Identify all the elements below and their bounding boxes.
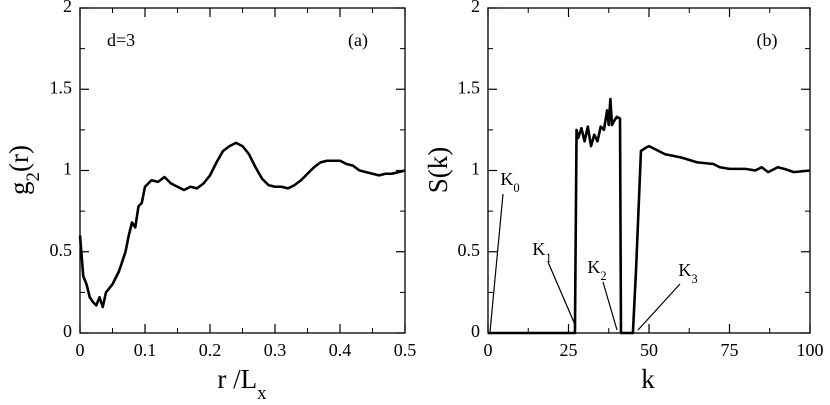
x-tick-label: 0 <box>484 340 493 360</box>
annotation-sub: 3 <box>691 272 697 286</box>
x-tick-label: 50 <box>640 340 658 360</box>
annotation-main: K <box>587 257 600 277</box>
y-tick-label: 2 <box>63 0 72 16</box>
annotation: K0 <box>500 169 519 195</box>
y-axis-label: g2(r) <box>4 145 44 195</box>
annotation-main: d=3 <box>107 30 135 50</box>
y-tick-label: 0 <box>63 321 72 341</box>
y-axis-label-main: S(k) <box>423 147 453 194</box>
pointer-lines <box>489 193 681 333</box>
annotation: d=3 <box>107 30 135 50</box>
y-tick-label: 1 <box>471 159 480 179</box>
x-tick-label: 100 <box>797 340 824 360</box>
x-tick-label: 75 <box>721 340 739 360</box>
pointer-k3 <box>637 283 681 331</box>
data-line <box>78 141 406 309</box>
annotation: (a) <box>348 30 368 51</box>
y-tick-label: 0.5 <box>50 240 73 260</box>
annotation-sub: 2 <box>600 269 606 283</box>
y-tick-label: 1.5 <box>458 77 481 97</box>
y-tick-label: 1 <box>63 159 72 179</box>
plot-frame <box>79 7 406 334</box>
annotation-main: K <box>678 260 691 280</box>
annotation-main: (b) <box>757 30 778 51</box>
pointer-k1 <box>547 261 577 328</box>
x-axis-label-main: k <box>641 364 655 394</box>
x-axis-label-sub: x <box>257 383 267 404</box>
annotation: K3 <box>678 260 697 286</box>
data-line <box>488 97 811 335</box>
annotation: K1 <box>532 239 551 265</box>
x-tick-label: 0 <box>76 340 85 360</box>
x-tick-label: 0.2 <box>199 340 222 360</box>
x-tick-label: 25 <box>560 340 578 360</box>
pointer-k0 <box>489 193 504 333</box>
annotation-sub: 1 <box>545 251 551 265</box>
y-axis-label-sub: 2 <box>23 172 44 181</box>
x-axis-label: r /Lx <box>217 364 267 404</box>
y-axis-label-main: g <box>4 181 34 195</box>
plot-frame <box>487 7 811 334</box>
pointer-k2 <box>602 281 618 331</box>
annotation-sub: 0 <box>513 181 519 195</box>
y-tick-label: 0 <box>471 321 480 341</box>
annotation: K2 <box>587 257 606 283</box>
x-tick-label: 0.5 <box>394 340 417 360</box>
x-axis-label: k <box>641 364 655 394</box>
y-tick-label: 2 <box>471 0 480 16</box>
y-tick-label: 1.5 <box>50 77 73 97</box>
annotation: (b) <box>757 30 778 51</box>
x-axis-label-main: r /L <box>217 364 257 394</box>
x-tick-label: 0.3 <box>264 340 287 360</box>
y-tick-label: 0.5 <box>458 240 481 260</box>
y-axis-label-rest: (r) <box>4 145 34 172</box>
y-axis-label: S(k) <box>423 147 453 194</box>
annotation-main: K <box>500 169 513 189</box>
annotation-main: (a) <box>348 30 368 51</box>
annotation-main: K <box>532 239 545 259</box>
x-tick-label: 0.1 <box>134 340 157 360</box>
x-tick-label: 0.4 <box>329 340 352 360</box>
